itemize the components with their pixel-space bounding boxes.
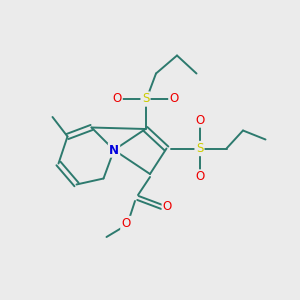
Text: N: N: [109, 143, 119, 157]
Text: O: O: [169, 92, 178, 106]
Text: O: O: [195, 113, 204, 127]
Text: O: O: [195, 170, 204, 184]
Text: O: O: [112, 92, 122, 106]
Text: S: S: [142, 92, 149, 106]
Text: O: O: [122, 217, 130, 230]
Text: S: S: [196, 142, 203, 155]
Text: O: O: [163, 200, 172, 214]
